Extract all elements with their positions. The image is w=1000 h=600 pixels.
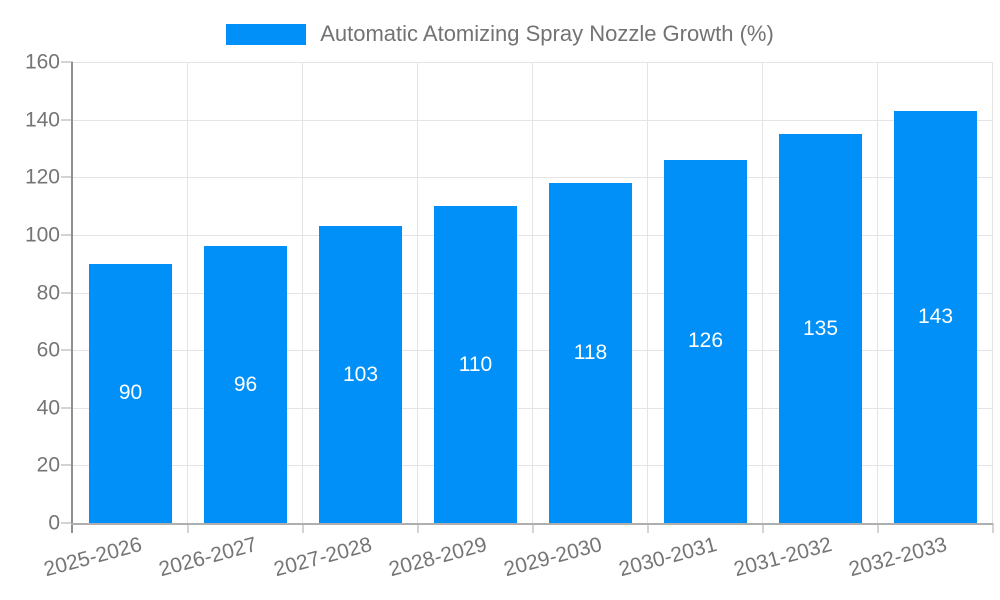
x-axis-tick xyxy=(992,523,994,533)
x-axis-tick xyxy=(532,523,534,533)
y-tick-label: 80 xyxy=(36,281,60,304)
h-gridline xyxy=(73,465,993,467)
bar[interactable] xyxy=(779,134,862,523)
x-category-label: 2030-2031 xyxy=(616,533,720,582)
y-axis-tick xyxy=(61,464,73,467)
y-axis-tick xyxy=(61,349,73,352)
x-category-label: 2032-2033 xyxy=(846,533,950,582)
legend-swatch-icon xyxy=(226,23,307,45)
y-axis-tick xyxy=(61,406,73,409)
bar-value-label: 110 xyxy=(458,352,493,376)
x-axis-tick xyxy=(417,523,419,533)
bar-value-label: 96 xyxy=(233,372,258,396)
h-gridline xyxy=(73,234,993,236)
bar[interactable] xyxy=(894,110,977,523)
y-axis-tick xyxy=(61,522,73,524)
y-axis-line xyxy=(71,62,73,533)
y-axis-tick xyxy=(61,176,73,179)
v-gridline xyxy=(417,62,418,523)
bar[interactable] xyxy=(434,206,517,523)
bar[interactable] xyxy=(664,159,747,523)
y-axis-tick xyxy=(61,233,73,236)
plot-area: 0 20 40 60 80 100 120 140 160 90 96 103 110 118 126 135… xyxy=(25,52,994,581)
x-category-label: 2027-2028 xyxy=(271,533,375,582)
x-category-label: 2029-2030 xyxy=(501,533,605,582)
x-category-label: 2031-2032 xyxy=(731,533,835,582)
h-gridline xyxy=(73,62,993,63)
v-gridline xyxy=(302,62,303,523)
y-tick-label: 40 xyxy=(36,396,60,420)
bar-value-label: 126 xyxy=(687,329,724,353)
bar-value-label: 103 xyxy=(342,362,379,386)
y-axis-tick xyxy=(61,291,73,294)
h-gridline xyxy=(73,407,993,409)
y-tick-label: 100 xyxy=(24,223,60,247)
legend-item[interactable]: Automatic Atomizing Spray Nozzle Growth … xyxy=(226,21,774,47)
y-tick-label: 60 xyxy=(36,338,60,362)
bar-value-label: 135 xyxy=(802,316,839,340)
x-axis-tick xyxy=(647,523,649,533)
v-gridline xyxy=(992,62,993,523)
bar[interactable] xyxy=(549,183,632,523)
bar[interactable] xyxy=(204,246,287,523)
legend: Automatic Atomizing Spray Nozzle Growth … xyxy=(0,21,1000,47)
x-axis-tick xyxy=(302,523,304,533)
x-category-label: 2026-2027 xyxy=(156,533,260,582)
y-tick-label: 0 xyxy=(48,511,60,535)
v-gridline xyxy=(762,62,763,523)
x-axis-tick xyxy=(877,523,879,533)
y-axis-tick xyxy=(61,61,73,63)
bar-value-label: 90 xyxy=(118,381,143,405)
x-category-label: 2025-2026 xyxy=(41,533,145,582)
h-gridline xyxy=(73,119,993,121)
v-gridline xyxy=(187,62,188,523)
y-tick-label: 140 xyxy=(24,108,60,132)
x-axis-tick xyxy=(187,523,189,533)
bar-value-label: 143 xyxy=(917,304,954,328)
y-tick-label: 20 xyxy=(36,453,60,477)
x-category-label: 2028-2029 xyxy=(386,533,490,582)
h-gridline xyxy=(73,292,993,294)
h-gridline xyxy=(73,350,993,352)
x-axis-line xyxy=(71,523,993,525)
bar-value-label: 118 xyxy=(573,341,608,364)
y-tick-label: 160 xyxy=(24,50,60,74)
v-gridline xyxy=(532,62,533,523)
h-gridline xyxy=(73,177,993,179)
v-gridline xyxy=(647,62,648,523)
y-axis-tick xyxy=(61,118,73,121)
v-gridline xyxy=(877,62,878,523)
x-axis-tick xyxy=(762,523,764,533)
legend-label: Automatic Atomizing Spray Nozzle Growth … xyxy=(320,21,774,46)
y-tick-label: 120 xyxy=(24,165,60,189)
bar[interactable] xyxy=(319,226,402,523)
bar[interactable] xyxy=(89,263,172,523)
